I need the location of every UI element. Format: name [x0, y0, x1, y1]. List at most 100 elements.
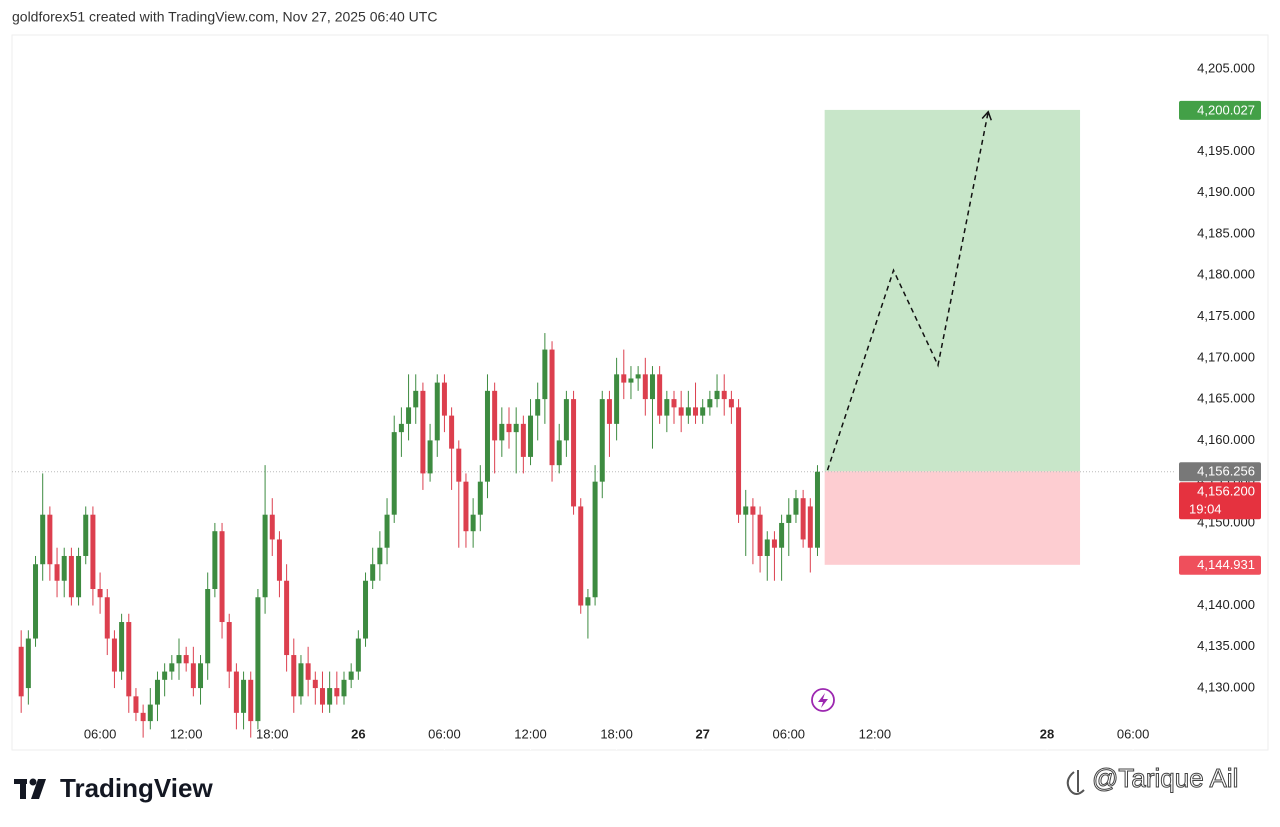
- candle-body: [391, 432, 397, 515]
- lightning-icon: [811, 688, 835, 712]
- y-tick-label: 4,170.000: [1197, 349, 1255, 364]
- candle-body: [671, 399, 677, 408]
- candle-body: [183, 655, 189, 664]
- candle-body: [104, 597, 110, 639]
- candle-body: [750, 506, 756, 515]
- candle-body: [319, 688, 325, 705]
- candle-body: [714, 390, 720, 400]
- candle-body: [398, 423, 404, 433]
- price-label: 4,200.027: [1197, 102, 1255, 117]
- candle-body: [190, 663, 196, 689]
- candle-body: [814, 471, 820, 548]
- y-tick-label: 4,185.000: [1197, 225, 1255, 240]
- candle-body: [793, 498, 799, 515]
- y-tick-label: 4,175.000: [1197, 308, 1255, 323]
- candle-body: [47, 514, 53, 565]
- x-tick-label: 06:00: [84, 726, 117, 741]
- candle-body: [499, 423, 505, 441]
- candle-body: [363, 580, 369, 639]
- price-label-box: [1179, 482, 1261, 520]
- candle-body: [370, 564, 376, 581]
- candle-body: [736, 407, 742, 515]
- candle-body: [377, 547, 383, 565]
- candle-body: [384, 514, 390, 548]
- candle-body: [492, 390, 498, 441]
- candle-body: [427, 440, 433, 474]
- x-tick-label: 12:00: [514, 726, 547, 741]
- x-tick-label: 12:00: [170, 726, 203, 741]
- candle-body: [700, 407, 706, 416]
- y-tick-label: 4,205.000: [1197, 60, 1255, 75]
- candle-body: [771, 539, 777, 548]
- candle-body: [807, 506, 813, 548]
- candle-body: [563, 399, 569, 441]
- candle-body: [140, 712, 146, 722]
- candle-body: [606, 399, 612, 424]
- candle-body: [728, 399, 734, 408]
- y-tick-label: 4,160.000: [1197, 432, 1255, 447]
- candle-body: [657, 374, 663, 416]
- candle-body: [68, 555, 74, 598]
- candle-body: [470, 514, 476, 532]
- x-tick-label: 12:00: [859, 726, 892, 741]
- candle-body: [628, 378, 634, 383]
- candle-body: [119, 622, 125, 672]
- candle-body: [441, 382, 447, 416]
- candle-body: [549, 349, 555, 466]
- candle-body: [649, 374, 655, 400]
- price-label: 4,156.200: [1197, 484, 1255, 499]
- candle-body: [241, 679, 247, 713]
- x-tick-label: 06:00: [773, 726, 806, 741]
- candle-body: [764, 539, 770, 556]
- header: goldforex51 created with TradingView.com…: [12, 9, 437, 25]
- x-tick-label: 26: [351, 726, 365, 741]
- candle-body: [219, 531, 225, 623]
- candle-body: [40, 514, 46, 565]
- y-tick-label: 4,130.000: [1197, 680, 1255, 695]
- candle-body: [147, 704, 153, 722]
- candle-body: [341, 679, 347, 697]
- candle-body: [406, 407, 412, 424]
- projection-arrowhead: [981, 110, 992, 121]
- candle-body: [90, 514, 96, 590]
- candle-body: [535, 399, 541, 416]
- candle-body: [198, 663, 204, 689]
- candle-body: [248, 679, 254, 722]
- price-label-box: [1179, 462, 1261, 482]
- x-tick-label: 18:00: [256, 726, 289, 741]
- candle-body: [162, 671, 168, 680]
- candle-body: [779, 522, 785, 548]
- candle-body: [556, 440, 562, 466]
- candle-body: [76, 555, 82, 598]
- candle-body: [542, 349, 548, 400]
- candle-body: [355, 638, 361, 672]
- x-tick-label: 28: [1040, 726, 1054, 741]
- candle-body: [621, 374, 627, 383]
- candle-body: [635, 374, 641, 379]
- candle-body: [592, 481, 598, 598]
- candle-body: [169, 663, 175, 672]
- candle-body: [83, 514, 89, 556]
- candle-body: [61, 555, 67, 581]
- candle-body: [678, 407, 684, 416]
- y-tick-label: 4,135.000: [1197, 638, 1255, 653]
- candle-body: [97, 589, 103, 598]
- candle-body: [434, 382, 440, 441]
- candle-body: [757, 514, 763, 556]
- watermark: @Tarique Ail: [1092, 763, 1238, 793]
- candle-body: [578, 506, 584, 606]
- logo-icon: [14, 778, 46, 799]
- x-tick-label: 27: [695, 726, 709, 741]
- candle-body: [449, 415, 455, 449]
- price-label-box: [1179, 100, 1261, 120]
- candle-body: [176, 655, 182, 664]
- candle-body: [334, 688, 340, 697]
- candle-body: [312, 679, 318, 689]
- candle-body: [693, 407, 699, 416]
- candle-body: [205, 589, 211, 664]
- x-tick-label: 18:00: [600, 726, 633, 741]
- price-label-box: [1179, 555, 1261, 575]
- y-tick-label: 4,195.000: [1197, 143, 1255, 158]
